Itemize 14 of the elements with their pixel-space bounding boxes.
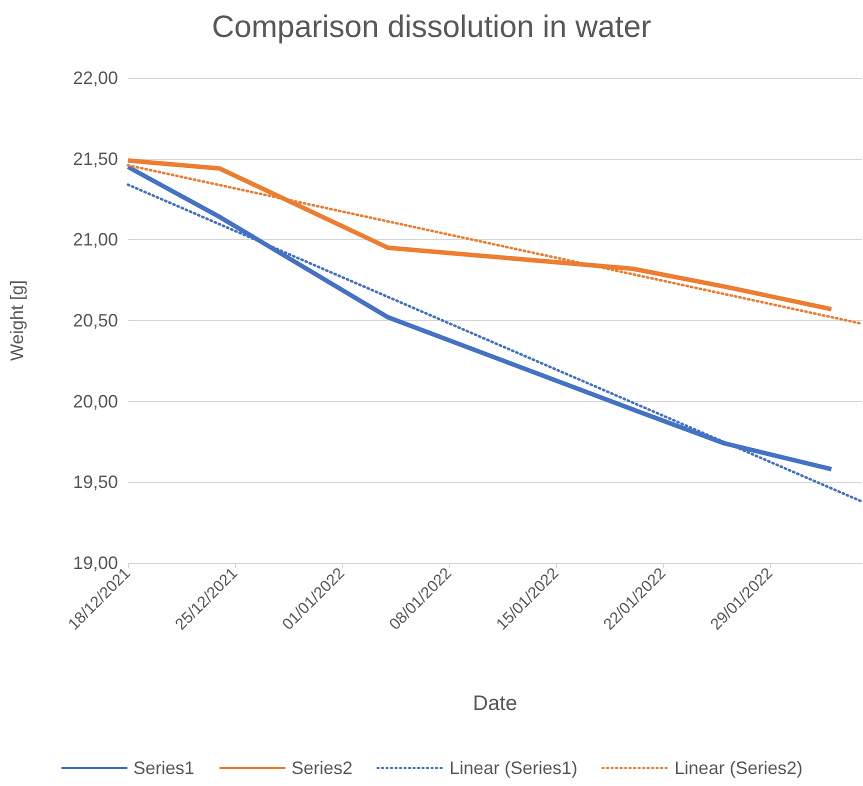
legend-label: Series1 xyxy=(133,758,194,778)
y-tick-label: 22,00 xyxy=(72,68,118,88)
y-tick-label: 21,00 xyxy=(72,230,118,250)
y-tick-label: 21,50 xyxy=(72,148,118,169)
legend-label: Linear (Series1) xyxy=(449,758,578,778)
chart-title: Comparison dissolution in water xyxy=(212,9,652,44)
y-axis-title: Weight [g] xyxy=(7,280,27,361)
y-tick-label: 20,00 xyxy=(72,391,118,412)
x-axis-title: Date xyxy=(472,692,518,715)
legend-label: Linear (Series2) xyxy=(674,758,803,778)
y-tick-label: 19,50 xyxy=(72,472,118,492)
y-tick-label: 20,50 xyxy=(72,310,118,330)
y-tick-label: 19,00 xyxy=(72,553,118,573)
legend-label: Series2 xyxy=(291,758,352,778)
